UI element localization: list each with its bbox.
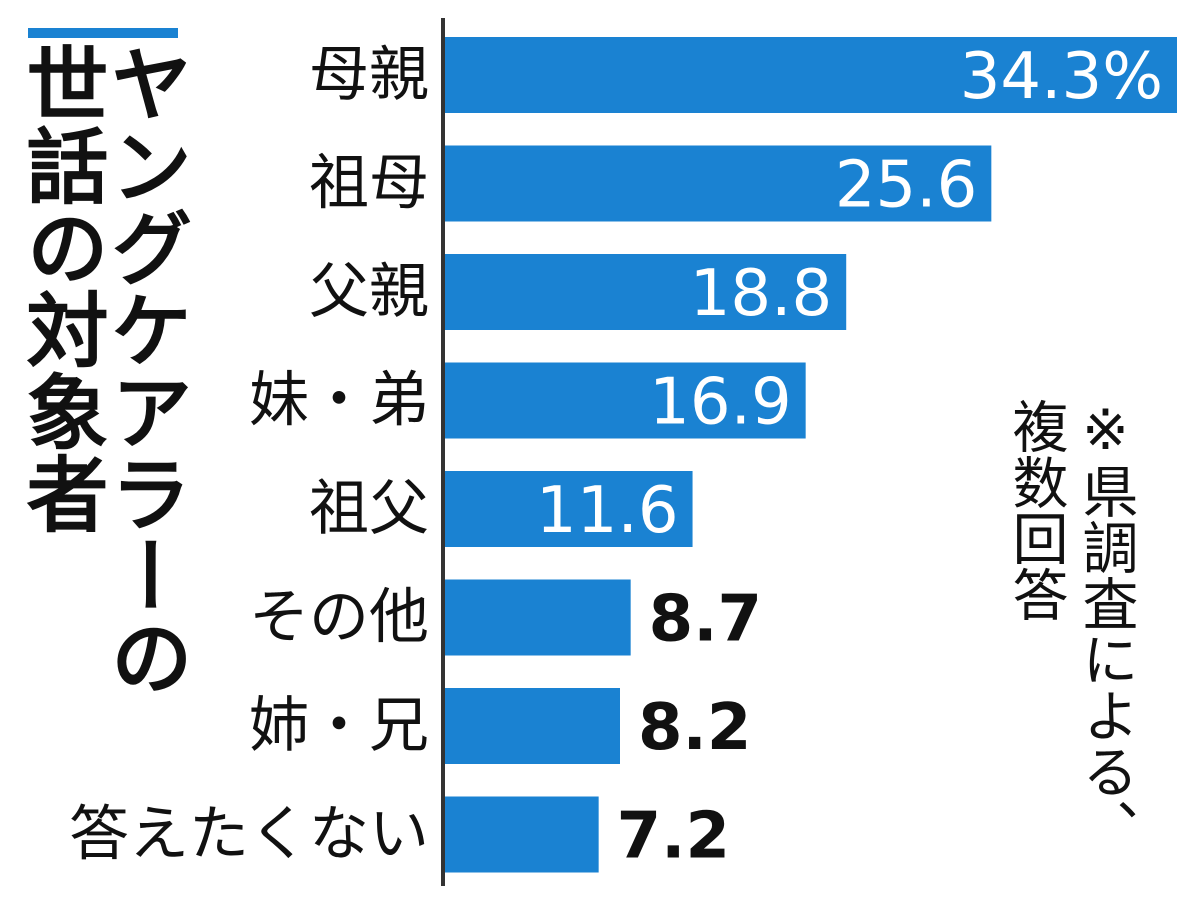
bar-2	[445, 254, 847, 330]
category-label-2: 父親	[309, 257, 429, 327]
value-label-0: 34.3%	[960, 40, 1163, 114]
bar-4	[445, 471, 693, 547]
value-label-5: 8.7	[649, 583, 762, 657]
bar-1	[445, 145, 992, 222]
value-label-6: 8.2	[638, 691, 751, 765]
category-label-1: 祖母	[309, 149, 429, 219]
value-label-7: 7.2	[617, 800, 730, 874]
value-label-3: 16.9	[649, 366, 792, 440]
bar-7	[445, 796, 599, 873]
chart-note: ※県調査による、 複数回答	[1003, 398, 1138, 855]
chart-title-line-2: 世話の対象者	[12, 42, 107, 534]
category-label-3: 妹・弟	[249, 366, 429, 436]
title-accent-bar	[28, 28, 178, 38]
category-label-6: 姉・兄	[249, 691, 429, 761]
category-label-5: その他	[249, 583, 429, 653]
bar-3	[445, 362, 806, 439]
chart-title-line-1: ヤングケアラーの	[96, 42, 191, 698]
category-label-7: 答えたくない	[69, 800, 429, 870]
category-label-4: 祖父	[309, 474, 429, 544]
value-label-1: 25.6	[835, 149, 978, 223]
category-label-0: 母親	[309, 40, 429, 110]
bar-5	[445, 579, 631, 656]
bar-6	[445, 688, 620, 764]
value-label-2: 18.8	[690, 257, 833, 331]
bar-0	[445, 37, 1177, 113]
value-label-4: 11.6	[536, 474, 679, 548]
